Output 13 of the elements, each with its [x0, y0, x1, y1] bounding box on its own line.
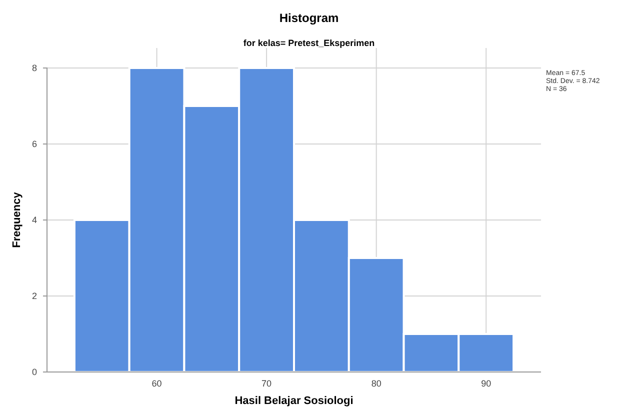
- y-axis-title: Frequency: [11, 191, 23, 248]
- x-tick-label: 70: [262, 378, 272, 388]
- y-tick-label: 8: [32, 62, 37, 73]
- x-axis-title: Hasil Belajar Sosiologi: [234, 395, 354, 407]
- y-tick-label: 4: [32, 214, 37, 225]
- x-tick-label: 80: [371, 378, 382, 388]
- y-tick-label: 6: [32, 138, 37, 149]
- x-tick-label: 90: [481, 378, 492, 388]
- y-tick-label: 0: [32, 366, 37, 377]
- chart-subtitle: for kelas= Pretest_Eksperimen: [243, 38, 375, 48]
- y-tick-label: 2: [32, 290, 37, 301]
- x-tick-label: 60: [152, 378, 162, 388]
- chart-title: Histogram: [279, 11, 339, 25]
